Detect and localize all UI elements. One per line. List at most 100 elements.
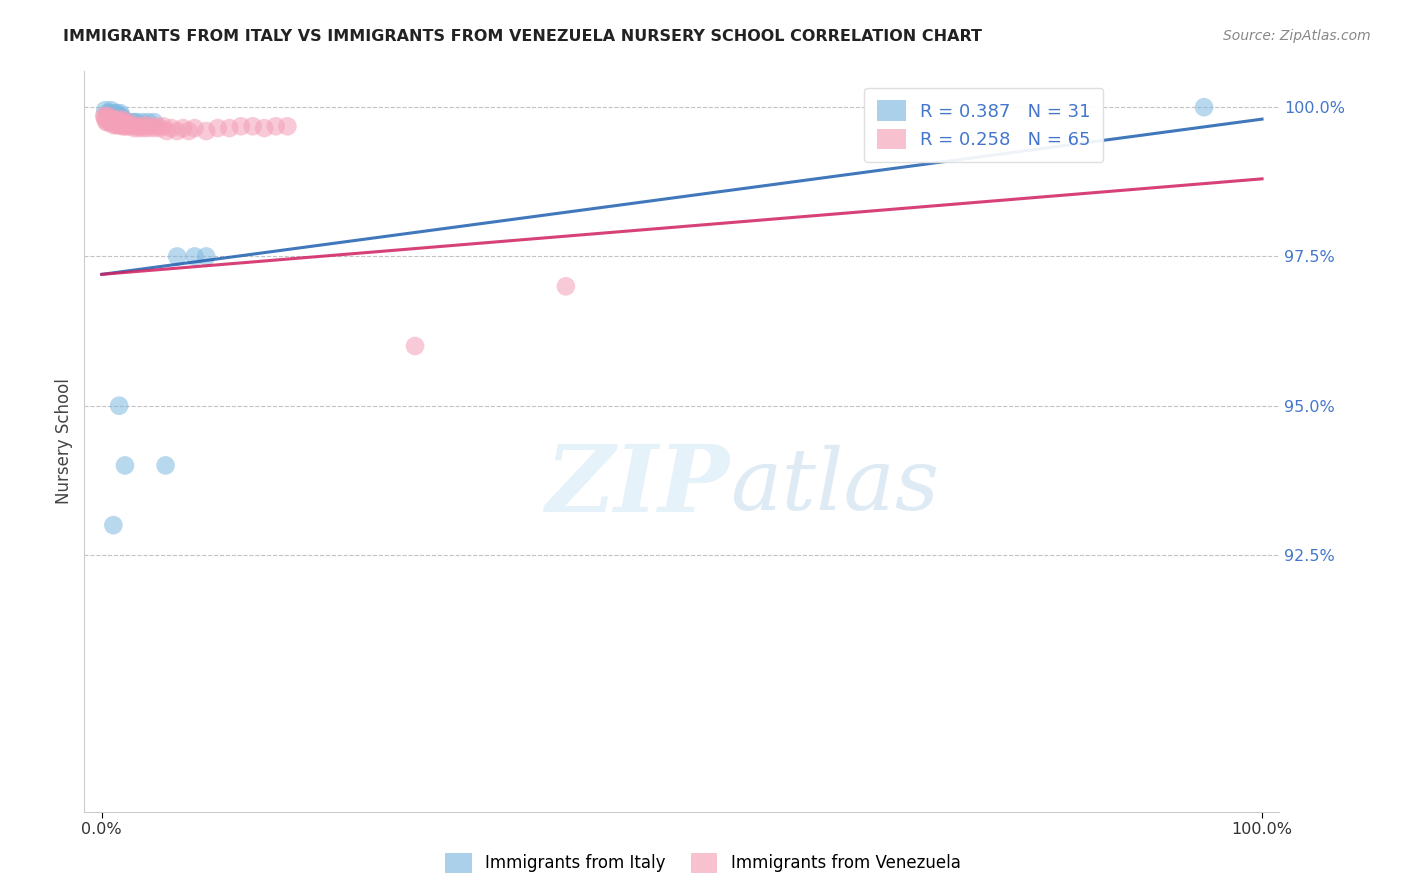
Point xyxy=(103,518,125,533)
Point xyxy=(143,115,166,129)
Point xyxy=(108,115,131,129)
Point xyxy=(242,120,264,134)
Point xyxy=(120,120,142,134)
Point xyxy=(105,115,128,129)
Point xyxy=(172,121,194,136)
Point xyxy=(97,109,120,123)
Legend: Immigrants from Italy, Immigrants from Venezuela: Immigrants from Italy, Immigrants from V… xyxy=(439,847,967,880)
Point xyxy=(103,114,125,128)
Point xyxy=(93,109,115,123)
Point xyxy=(149,121,172,136)
Point xyxy=(112,113,135,128)
Point xyxy=(112,117,135,131)
Point xyxy=(103,106,125,120)
Point xyxy=(152,120,174,134)
Point xyxy=(166,250,188,264)
Point xyxy=(97,112,120,127)
Point xyxy=(97,106,120,120)
Point xyxy=(103,118,125,132)
Legend: R = 0.387   N = 31, R = 0.258   N = 65: R = 0.387 N = 31, R = 0.258 N = 65 xyxy=(865,87,1104,162)
Point xyxy=(155,458,177,473)
Point xyxy=(107,109,129,123)
Point xyxy=(97,111,120,125)
Point xyxy=(108,112,131,127)
Point xyxy=(253,121,276,136)
Point xyxy=(108,115,131,129)
Point xyxy=(114,115,136,129)
Point xyxy=(131,120,153,134)
Point xyxy=(108,118,131,132)
Point xyxy=(120,115,142,129)
Point xyxy=(183,250,205,264)
Point xyxy=(103,109,125,123)
Point xyxy=(97,115,120,129)
Point xyxy=(101,112,124,127)
Point xyxy=(114,115,136,129)
Point xyxy=(117,118,139,132)
Point xyxy=(110,118,132,132)
Point xyxy=(110,115,132,129)
Point xyxy=(125,120,148,134)
Point xyxy=(1192,100,1215,114)
Point xyxy=(114,458,136,473)
Point xyxy=(110,109,132,123)
Text: IMMIGRANTS FROM ITALY VS IMMIGRANTS FROM VENEZUELA NURSERY SCHOOL CORRELATION CH: IMMIGRANTS FROM ITALY VS IMMIGRANTS FROM… xyxy=(63,29,983,44)
Point xyxy=(98,113,121,128)
Point xyxy=(122,115,145,129)
Text: ZIP: ZIP xyxy=(546,441,730,531)
Point xyxy=(101,112,124,127)
Point xyxy=(96,115,118,129)
Point xyxy=(136,121,159,136)
Point xyxy=(110,115,132,129)
Point xyxy=(195,124,218,138)
Point xyxy=(554,279,576,293)
Point xyxy=(117,120,139,134)
Point xyxy=(100,112,122,127)
Point xyxy=(136,115,159,129)
Point xyxy=(156,124,179,138)
Point xyxy=(94,103,117,118)
Point xyxy=(139,120,162,134)
Point xyxy=(166,124,188,138)
Point xyxy=(276,120,298,134)
Point xyxy=(207,121,229,136)
Point xyxy=(111,112,134,127)
Point xyxy=(160,121,183,136)
Point xyxy=(117,115,139,129)
Text: atlas: atlas xyxy=(730,444,939,527)
Point xyxy=(103,115,125,129)
Point xyxy=(128,121,150,136)
Point xyxy=(125,115,148,129)
Point xyxy=(100,115,122,129)
Point xyxy=(195,250,218,264)
Point xyxy=(121,117,143,131)
Point xyxy=(104,109,127,123)
Point xyxy=(98,106,121,120)
Point xyxy=(218,121,240,136)
Point xyxy=(101,109,124,123)
Point xyxy=(143,121,166,136)
Point xyxy=(105,113,128,128)
Point xyxy=(135,118,157,132)
Point xyxy=(104,118,127,132)
Point xyxy=(114,120,136,134)
Point xyxy=(229,120,252,134)
Point xyxy=(98,115,121,129)
Point xyxy=(105,106,128,120)
Point xyxy=(132,121,155,136)
Point xyxy=(94,112,117,127)
Point xyxy=(404,339,426,353)
Text: Source: ZipAtlas.com: Source: ZipAtlas.com xyxy=(1223,29,1371,43)
Point xyxy=(146,120,169,134)
Point xyxy=(97,109,120,123)
Point xyxy=(108,399,131,413)
Point xyxy=(103,115,125,129)
Point xyxy=(100,103,122,118)
Point xyxy=(94,109,117,123)
Point xyxy=(183,121,205,136)
Y-axis label: Nursery School: Nursery School xyxy=(55,378,73,505)
Point xyxy=(122,121,145,136)
Point xyxy=(177,124,200,138)
Point xyxy=(111,120,134,134)
Point xyxy=(107,118,129,132)
